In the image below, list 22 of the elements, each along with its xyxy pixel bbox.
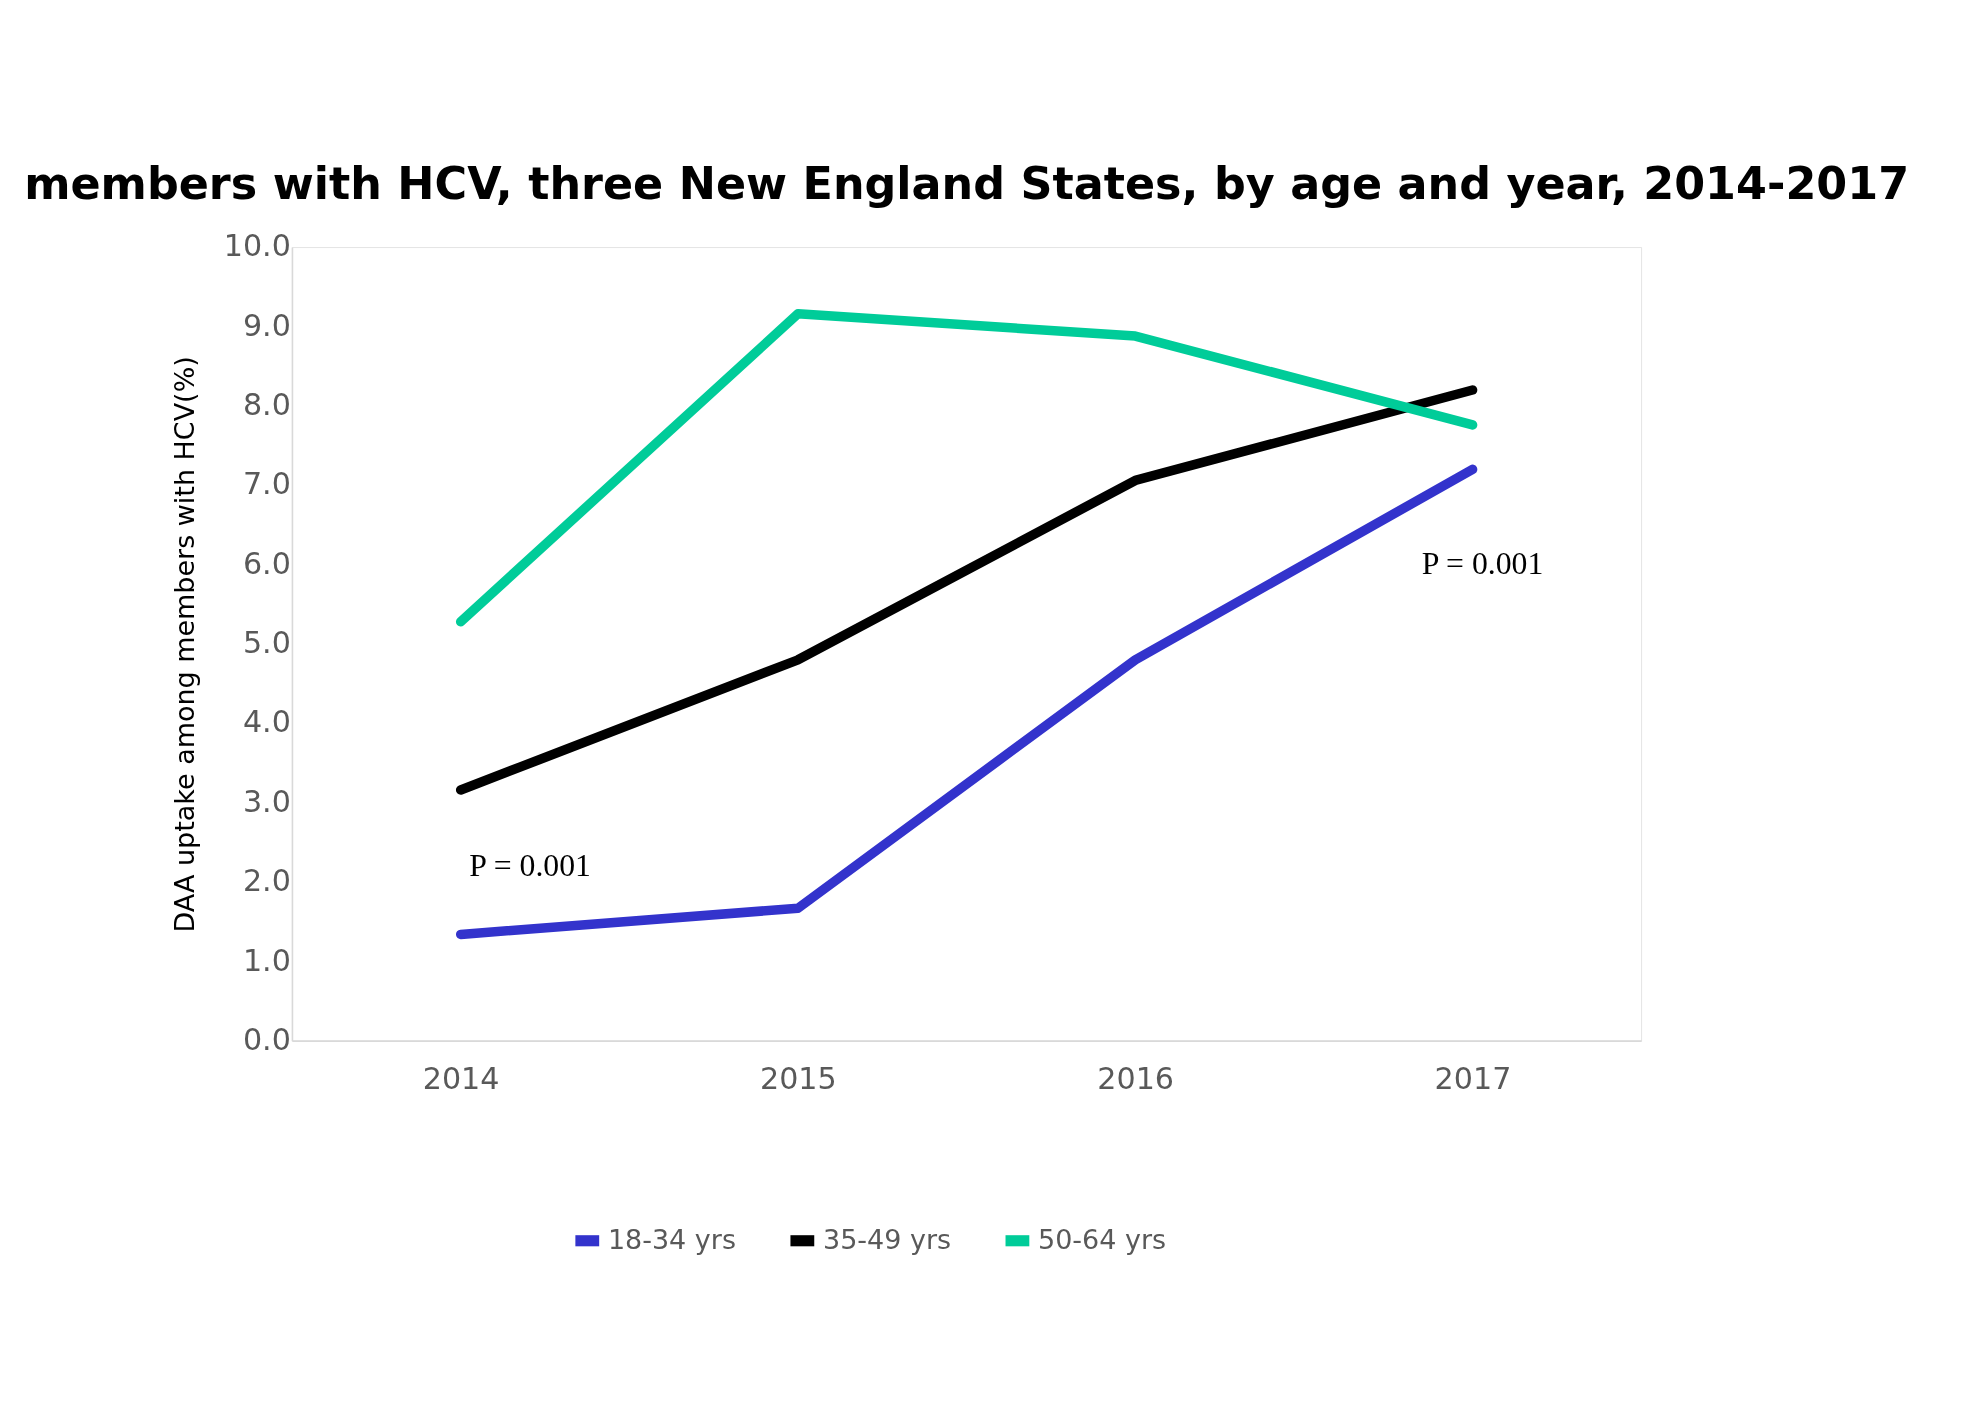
y-tick-label: 0.0: [242, 1021, 291, 1057]
y-tick-label: 5.0: [242, 625, 291, 661]
y-tick-label: 1.0: [242, 942, 291, 978]
annotation: P = 0.001: [1421, 546, 1544, 582]
legend-label: 35-49 yrs: [822, 1223, 952, 1255]
y-tick-label: 9.0: [242, 307, 291, 343]
annotation: P = 0.001: [469, 847, 591, 883]
y-tick-label: 6.0: [242, 545, 291, 581]
y-tick-label: 2.0: [242, 863, 291, 899]
y-axis-title: DAA uptake among members with HCV(%): [169, 356, 201, 933]
legend-label: 18-34 yrs: [607, 1223, 736, 1255]
y-tick-label: 10.0: [223, 228, 291, 264]
y-tick-label: 3.0: [242, 783, 291, 819]
x-tick-label: 2017: [1434, 1060, 1512, 1096]
x-tick-label: 2014: [422, 1060, 500, 1096]
y-tick-label: 7.0: [242, 466, 291, 502]
y-tick-label: 4.0: [242, 704, 291, 740]
x-tick-label: 2016: [1097, 1060, 1175, 1096]
chart-title: members with HCV, three New England States, by age and year, 2014-2017: [24, 157, 1910, 209]
y-tick-label: 8.0: [242, 387, 291, 422]
legend-label: 50-64 yrs: [1038, 1223, 1167, 1255]
x-tick-label: 2015: [760, 1060, 837, 1096]
